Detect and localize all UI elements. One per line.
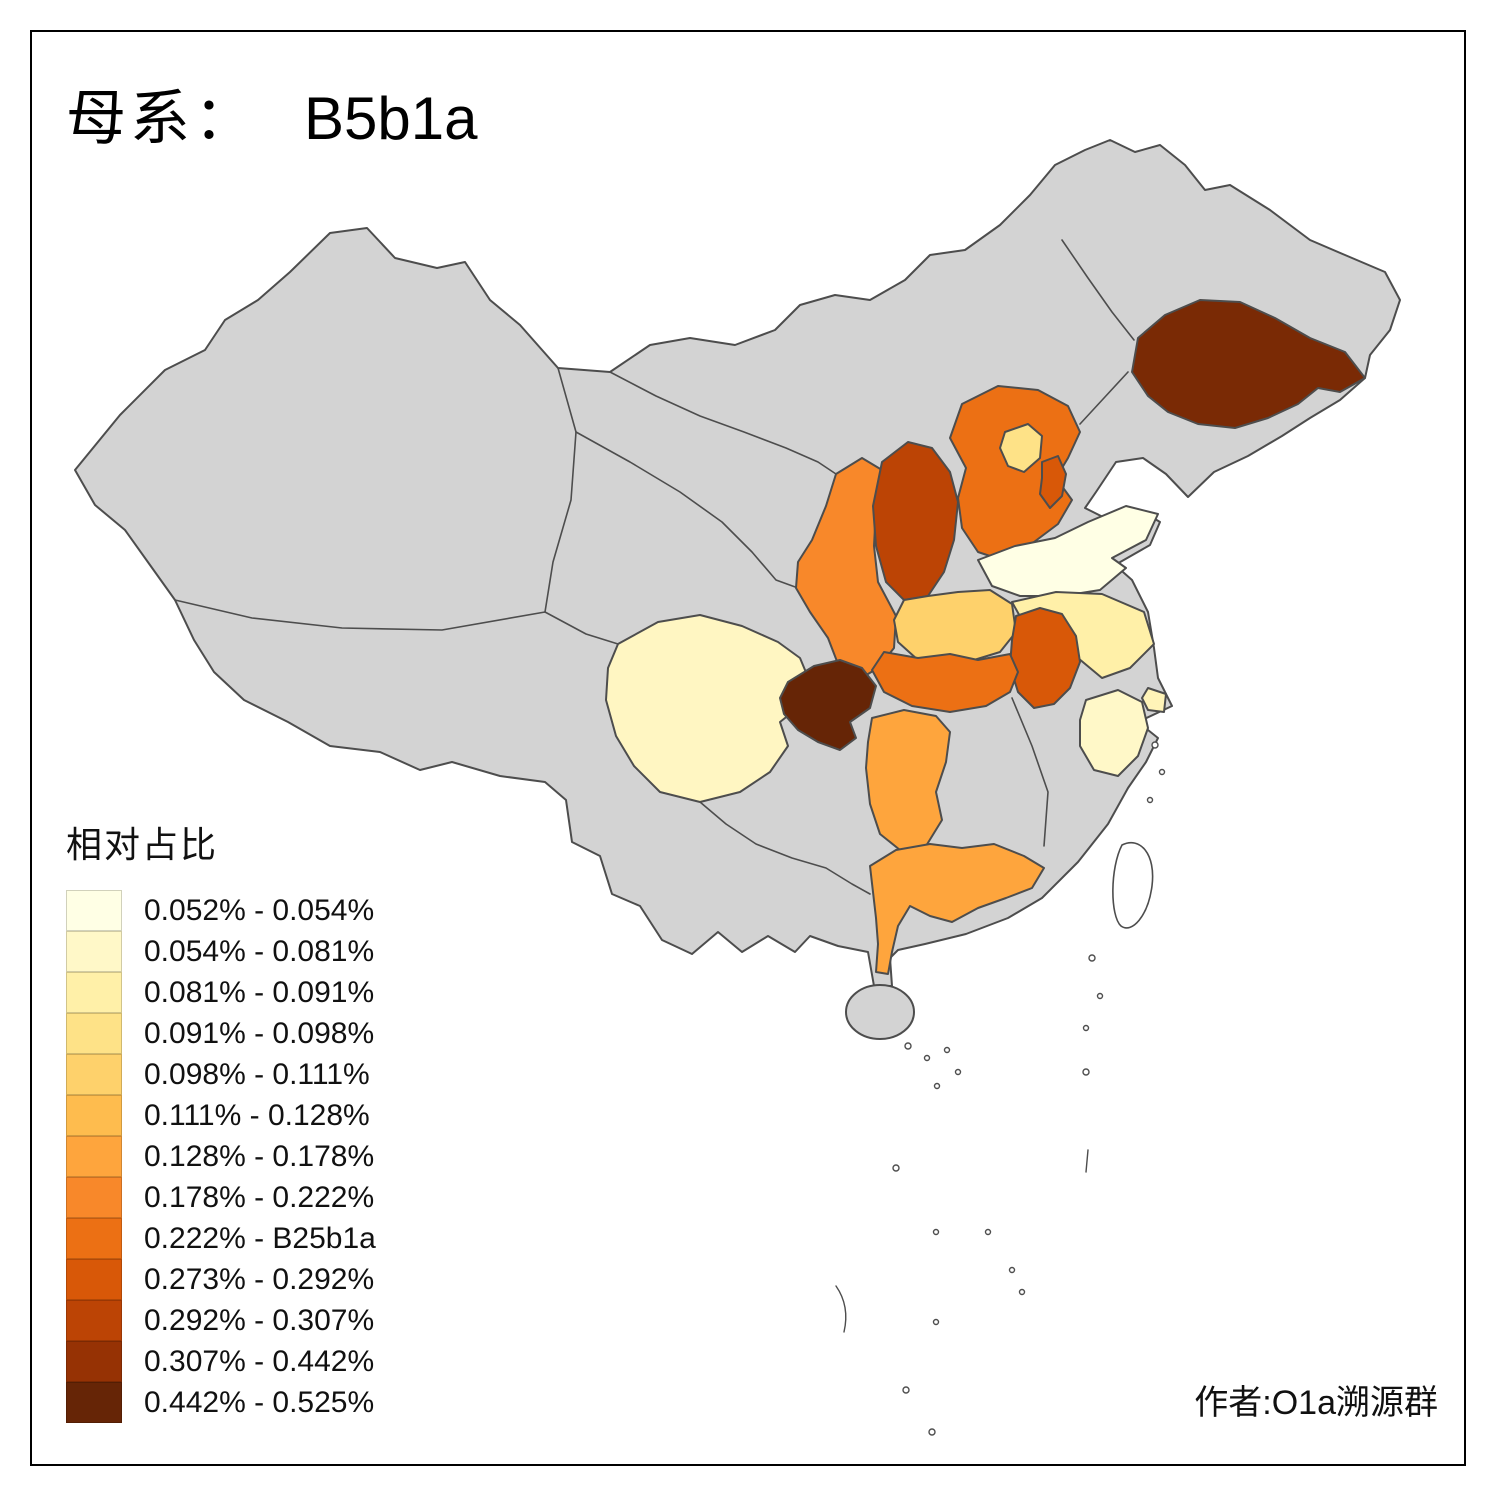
legend-row: 0.081% - 0.091% (66, 972, 376, 1013)
province-tianjin (1039, 455, 1067, 509)
legend-swatch (66, 1218, 122, 1259)
legend-swatch (66, 1136, 122, 1177)
legend-label: 0.052% - 0.054% (144, 893, 375, 927)
island-taiwan (1112, 842, 1154, 929)
province-zhejiang (1079, 689, 1149, 777)
legend-swatch (66, 972, 122, 1013)
legend-swatch (66, 1341, 122, 1382)
legend-swatch (66, 1300, 122, 1341)
legend-row: 0.307% - 0.442% (66, 1341, 376, 1382)
legend-title: 相对占比 (66, 824, 219, 865)
province-hunan (865, 709, 951, 851)
legend-label: 0.098% - 0.111% (144, 1057, 370, 1091)
legend-label: 0.178% - 0.222% (144, 1180, 375, 1214)
province-shanxi (872, 441, 959, 601)
legend-label: 0.054% - 0.081% (144, 934, 375, 968)
legend-row: 0.222% - B25b1a (66, 1218, 376, 1259)
legend-row: 0.111% - 0.128% (66, 1095, 376, 1136)
province-hubei (871, 651, 1019, 713)
province-boundaries (174, 239, 1135, 895)
legend-swatch (66, 1177, 122, 1218)
legend-label: 0.292% - 0.307% (144, 1303, 375, 1337)
legend-row: 0.178% - 0.222% (66, 1177, 376, 1218)
island-hainan (845, 984, 915, 1040)
legend-swatch (66, 1095, 122, 1136)
legend-row: 0.052% - 0.054% (66, 890, 376, 931)
legend-swatch (66, 931, 122, 972)
legend-swatch (66, 1259, 122, 1300)
legend-label: 0.273% - 0.292% (144, 1262, 375, 1296)
legend-label: 0.111% - 0.128% (144, 1098, 370, 1132)
province-sichuan (605, 614, 811, 803)
plot-frame (30, 30, 1466, 1466)
legend-row: 0.273% - 0.292% (66, 1259, 376, 1300)
legend-rows: 0.052% - 0.054% 0.054% - 0.081% 0.081% -… (66, 890, 376, 1423)
legend-swatch (66, 1382, 122, 1423)
title-prefix: 母系： (66, 85, 258, 152)
legend: 相对占比 0.052% - 0.054% 0.054% - 0.081% 0.0… (66, 816, 376, 1423)
province-shandong (977, 505, 1159, 597)
province-henan (893, 589, 1017, 661)
map-layers (74, 139, 1401, 1436)
legend-swatch (66, 890, 122, 931)
legend-row: 0.054% - 0.081% (66, 931, 376, 972)
legend-row: 0.098% - 0.111% (66, 1054, 376, 1095)
legend-row: 0.292% - 0.307% (66, 1300, 376, 1341)
legend-row: 0.442% - 0.525% (66, 1382, 376, 1423)
region-mainland-no-data (74, 139, 1401, 987)
province-chongqing (779, 659, 877, 751)
page-title: 母系： B5b1a (66, 70, 478, 157)
province-beijing (999, 423, 1043, 473)
legend-label: 0.081% - 0.091% (144, 975, 375, 1009)
province-guangdong (869, 843, 1045, 975)
legend-label: 0.091% - 0.098% (144, 1016, 375, 1050)
legend-label: 0.128% - 0.178% (144, 1139, 375, 1173)
small-islands (835, 741, 1166, 1436)
province-hebei (949, 385, 1081, 561)
legend-swatch (66, 1013, 122, 1054)
province-shanghai (1141, 687, 1167, 713)
legend-label: 0.442% - 0.525% (144, 1385, 375, 1419)
legend-label: 0.222% - B25b1a (144, 1221, 376, 1255)
legend-row: 0.091% - 0.098% (66, 1013, 376, 1054)
legend-label: 0.307% - 0.442% (144, 1344, 375, 1378)
legend-swatch (66, 1054, 122, 1095)
legend-row: 0.128% - 0.178% (66, 1136, 376, 1177)
province-jilin (1131, 299, 1366, 429)
title-haplogroup: B5b1a (304, 85, 478, 152)
author-credit: 作者:O1a溯源群 (1194, 1384, 1438, 1422)
